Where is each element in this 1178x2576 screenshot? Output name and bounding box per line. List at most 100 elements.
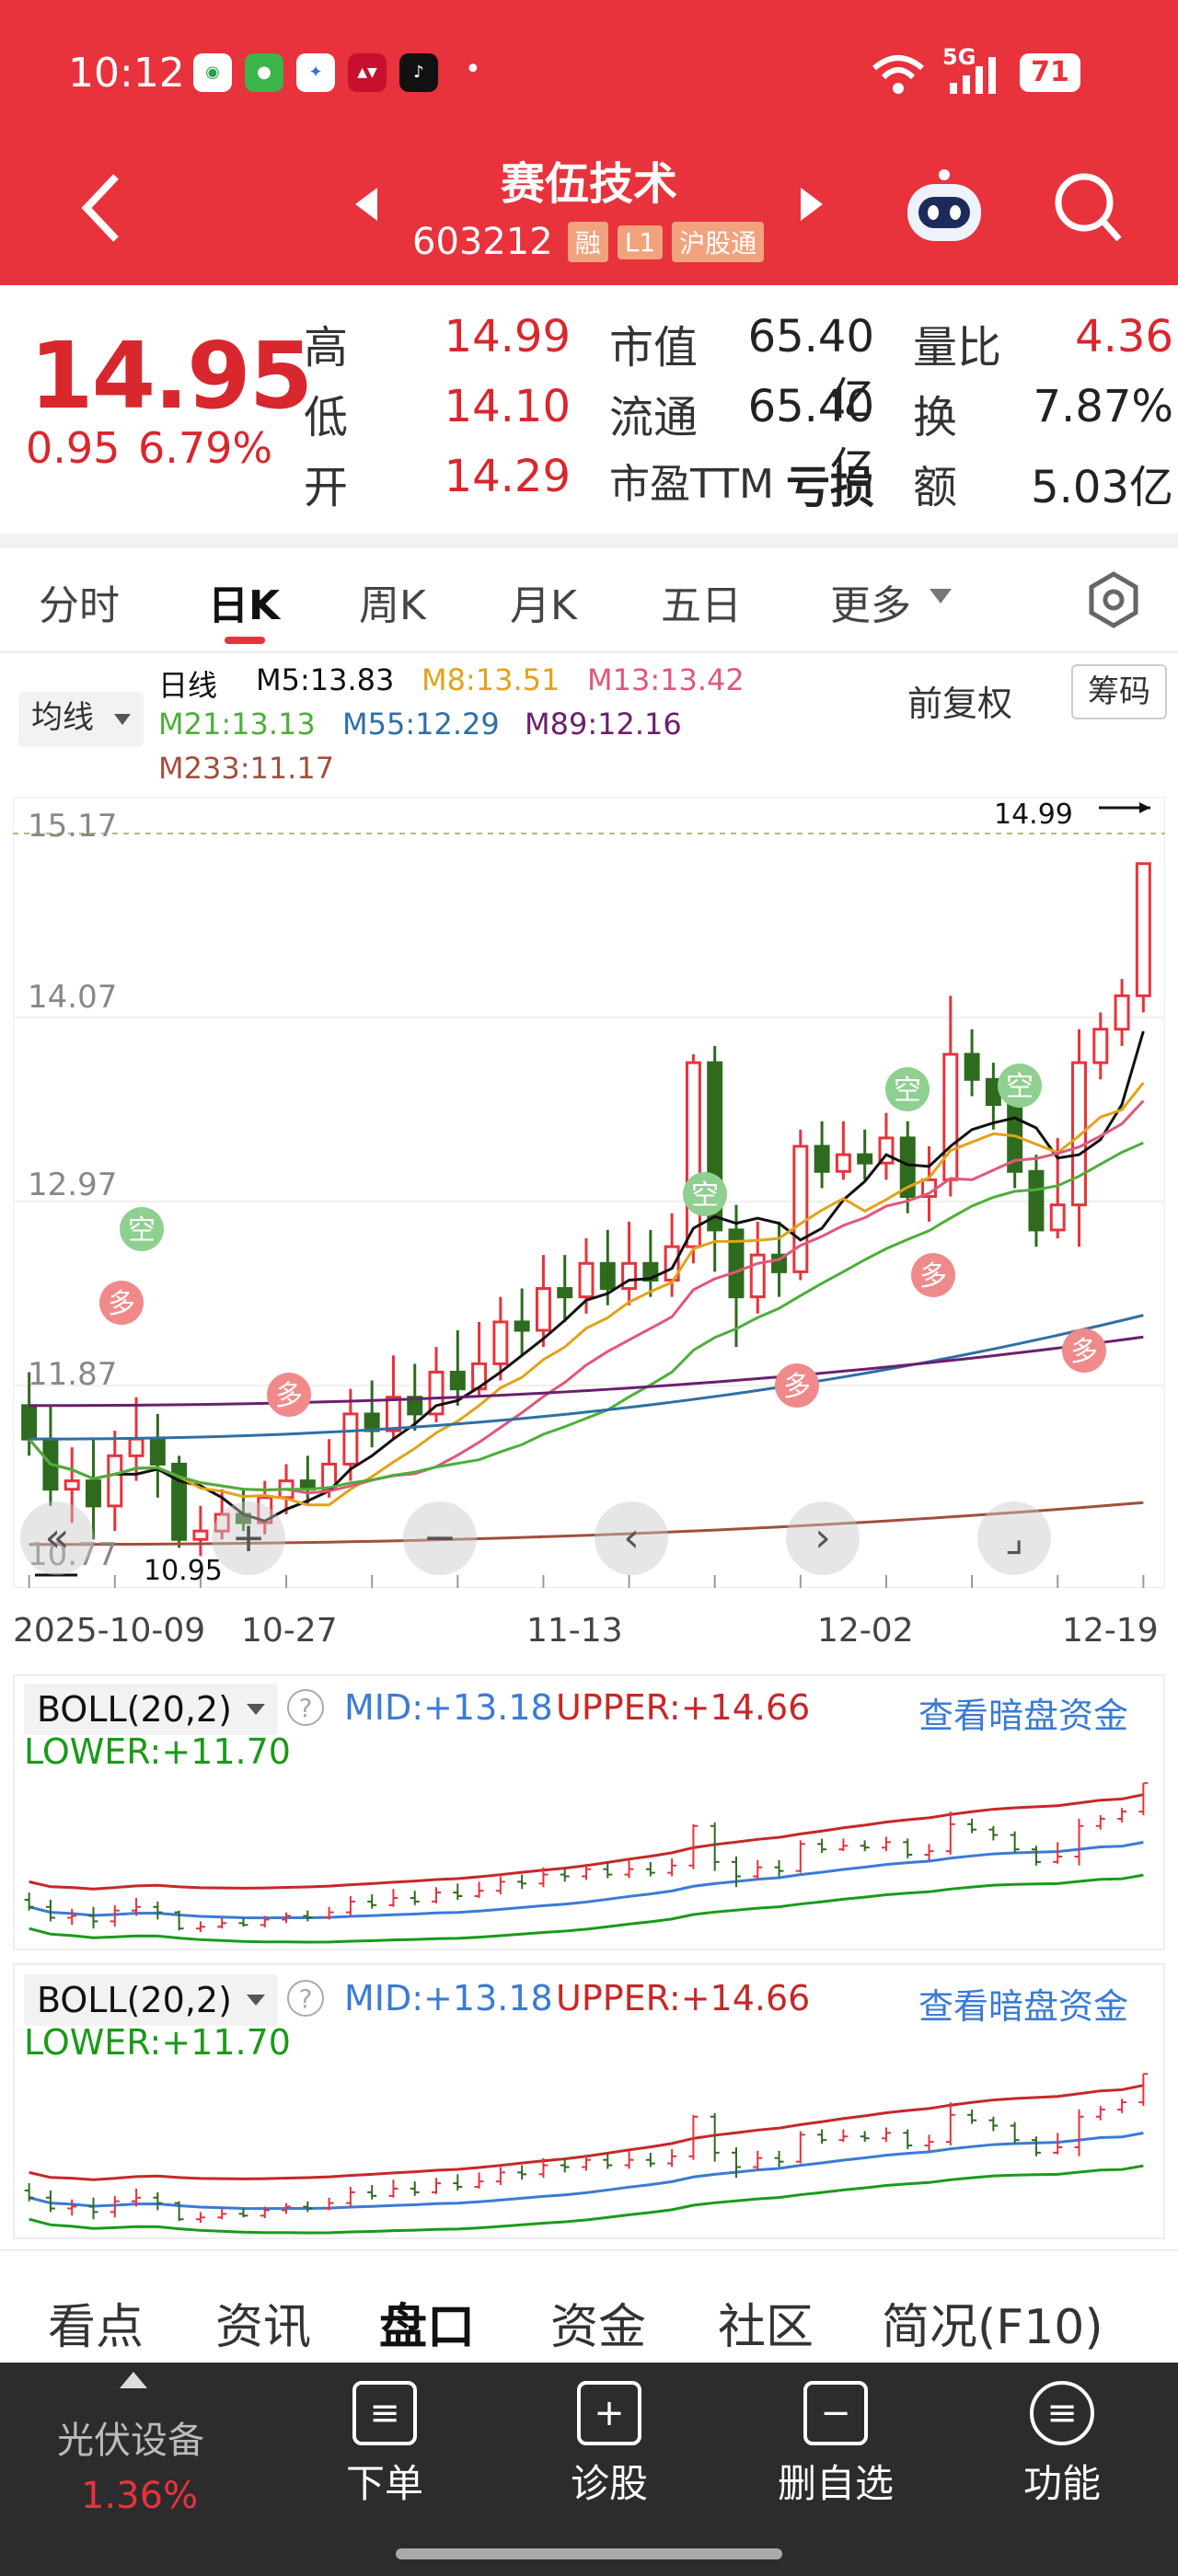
ma5-line [28,1030,1145,1523]
quote-panel: 14.95 0.95 6.79% 高 14.99 低 14.10 开 14.29… [0,285,1178,534]
signal-long-label: 多 [783,1371,811,1403]
price-change: 0.95 [26,423,121,473]
candle-body [86,1479,101,1508]
app-notification-icon: ◉ [193,53,232,92]
candle-body [385,1396,401,1432]
scroll-right-button[interactable]: › [786,1501,860,1575]
expand-up-icon[interactable] [118,2370,149,2390]
adjust-mode[interactable]: 前复权 [907,684,1013,724]
wifi-icon [872,55,924,94]
order-action[interactable]: ≡ 下单 [293,2363,477,2509]
tab-funds[interactable]: 资金 [550,2300,647,2355]
fullscreen-button[interactable]: ⌟ [977,1501,1051,1575]
function-icon: ≡ [1030,2381,1094,2445]
function-action[interactable]: ≡ 功能 [970,2363,1154,2509]
tab-profile-f10[interactable]: 简况(F10) [882,2300,1103,2355]
settings-hexagon-icon[interactable] [1084,570,1143,629]
stock-name: 赛伍技术 [500,158,677,210]
remove-watchlist-action[interactable]: − 删自选 [744,2363,928,2509]
tab-community[interactable]: 社区 [718,2300,814,2355]
tab-weekly-k[interactable]: 周K [359,582,426,629]
boll-name-2: BOLL(20,2) [37,1980,232,2020]
signal-long-label: 多 [108,1288,135,1320]
sector-name[interactable]: 光伏设备 [57,2420,204,2462]
signal-long-bubble [267,1373,311,1417]
float-cap-label: 流通 [609,392,699,443]
candle-body [214,1512,230,1533]
candle-body [857,1153,873,1165]
float-cap-value: 65.40亿 [747,381,874,495]
back-icon[interactable] [79,171,125,245]
ma21-line [28,1141,1144,1491]
volume-ratio-label: 量比 [913,322,1002,374]
ma5-value: M5:13.83 [256,662,395,697]
signal-long-label: 多 [275,1380,303,1412]
ma-long-line-1 [29,1335,1144,1408]
tab-intraday[interactable]: 分时 [39,582,120,629]
candle-body [899,1136,916,1199]
tab-monthly-k[interactable]: 月K [510,582,577,629]
ma-selector[interactable]: 均线 [18,692,144,747]
scroll-left-fast-button[interactable]: « [20,1501,94,1575]
ma233-value: M233:11.17 [158,751,335,786]
signal-long-bubble [99,1281,144,1325]
section-divider [0,534,1178,548]
candle-body [621,1261,638,1291]
alipay-notification-icon: ✦ [296,53,335,92]
candle-body [471,1362,488,1391]
order-label: 下单 [345,2461,423,2506]
last-price: 14.95 [29,322,313,430]
signal-long-bubble [911,1253,955,1297]
network-type: 5G [942,44,976,70]
tab-more[interactable]: 更多 [830,582,911,629]
tab-daily-k[interactable]: 日K [208,582,281,629]
diagnose-action[interactable]: + 诊股 [517,2363,701,2509]
candle-body [1092,1028,1109,1064]
tab-five-day[interactable]: 五日 [661,582,742,629]
candle-body [1135,862,1151,997]
tab-order-book[interactable]: 盘口 [379,2300,476,2355]
tab-highlights[interactable]: 看点 [48,2300,144,2355]
boll-selector-2[interactable]: BOLL(20,2) [24,1974,278,2026]
tab-news[interactable]: 资讯 [215,2300,312,2355]
boll-chart-1 [24,1782,1149,1944]
robot-assistant-icon[interactable] [902,166,987,248]
boll-lower-line [29,1873,1144,1944]
help-icon-2[interactable]: ? [287,1980,324,2017]
dark-pool-link-2[interactable]: 查看暗盘资金 [918,1986,1129,2027]
chip-button[interactable]: 筹码 [1071,664,1167,719]
signal-long-label: 多 [1070,1336,1098,1368]
help-icon-1[interactable]: ? [287,1689,324,1726]
signal-short-bubble [683,1172,727,1216]
ma-selector-label: 均线 [31,699,94,736]
stock-code: 603212 [412,221,553,263]
ma13-value: M13:13.42 [587,662,745,697]
search-icon[interactable] [1053,171,1123,245]
boll-dropdown-icon-2 [247,1995,265,2006]
min-price-mark: 10.95 [144,1555,223,1587]
ma89-value: M89:12.16 [525,707,682,742]
candle-body [578,1261,595,1299]
boll-mid-line [29,2131,1144,2211]
ma-long-line-2 [29,1501,1144,1547]
boll-selector-1[interactable]: BOLL(20,2) [24,1684,278,1735]
next-stock-icon[interactable] [797,186,825,223]
scroll-left-button[interactable]: ‹ [595,1501,668,1575]
boll-upper-2: UPPER:+14.66 [556,1978,811,2018]
signal-short-label: 空 [691,1179,719,1212]
volume-ratio-value: 4.36 [1075,311,1173,362]
zoom-in-button[interactable]: + [212,1501,285,1575]
candle-body [149,1437,166,1466]
ma-daily-label: 日线 [158,668,218,703]
boll-lower-1: LOWER:+11.70 [24,1731,291,1772]
order-icon: ≡ [352,2381,417,2445]
candle-body [728,1228,745,1299]
dark-pool-link-1[interactable]: 查看暗盘资金 [918,1696,1129,1736]
diagnose-icon: + [577,2381,641,2445]
sector-change: 1.36% [81,2475,199,2517]
prev-stock-icon[interactable] [353,186,381,223]
chart-frame [13,797,1165,1588]
candle-body [792,1144,809,1273]
zoom-out-button[interactable]: − [403,1501,477,1575]
